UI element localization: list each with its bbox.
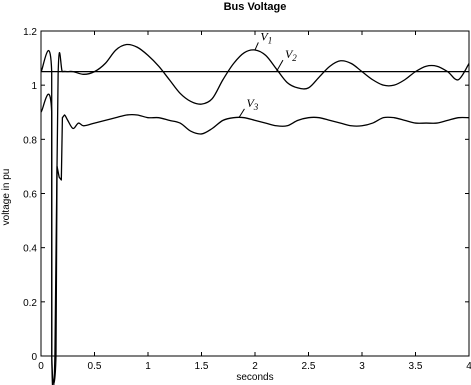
annotation-leader-1 <box>254 42 259 51</box>
x-tick-label: 1 <box>145 361 151 372</box>
y-tick-label: 0 <box>31 352 37 363</box>
x-tick-label: 0 <box>38 361 44 372</box>
annotation-layer: V1 V2 V3 <box>238 29 297 118</box>
x-tick-label: 2.5 <box>302 361 316 372</box>
x-tick-label: 1.5 <box>195 361 209 372</box>
series-layer <box>40 43 470 385</box>
y-tick-label: 0.2 <box>23 298 37 309</box>
annotation-label-1: V1 <box>260 29 272 45</box>
x-tick-label: 2 <box>252 361 258 372</box>
y-tick-label: 0.4 <box>23 244 37 255</box>
x-tick-label: 3.5 <box>409 361 423 372</box>
y-tick-label: 0.8 <box>23 135 37 146</box>
annotation-subscript-2: 2 <box>292 53 297 63</box>
annotation-leader-2 <box>275 59 284 72</box>
y-axis: 0 0.2 0.4 0.6 0.8 1 1.2 <box>23 27 469 363</box>
annotation-leader-3 <box>238 108 245 118</box>
chart-title: Bus Voltage <box>224 1 287 13</box>
x-tick-label: 4 <box>466 361 471 372</box>
y-axis-label: voltage in pu <box>1 169 12 226</box>
annotation-subscript-3: 3 <box>253 102 259 112</box>
x-axis: 0 0.5 1 1.5 2 2.5 3 3.5 4 <box>38 31 471 372</box>
series-line-3 <box>40 93 470 384</box>
annotation-label-3: V3 <box>246 96 258 112</box>
series-line-1 <box>40 43 470 385</box>
x-tick-label: 0.5 <box>88 361 102 372</box>
y-tick-label: 1.2 <box>23 27 37 38</box>
annotation-subscript-1: 1 <box>268 35 273 45</box>
x-axis-label: seconds <box>236 372 273 383</box>
annotation-label-2: V2 <box>285 47 297 63</box>
y-tick-label: 1 <box>31 81 37 92</box>
y-tick-label: 0.6 <box>23 190 37 201</box>
x-tick-label: 3 <box>359 361 365 372</box>
